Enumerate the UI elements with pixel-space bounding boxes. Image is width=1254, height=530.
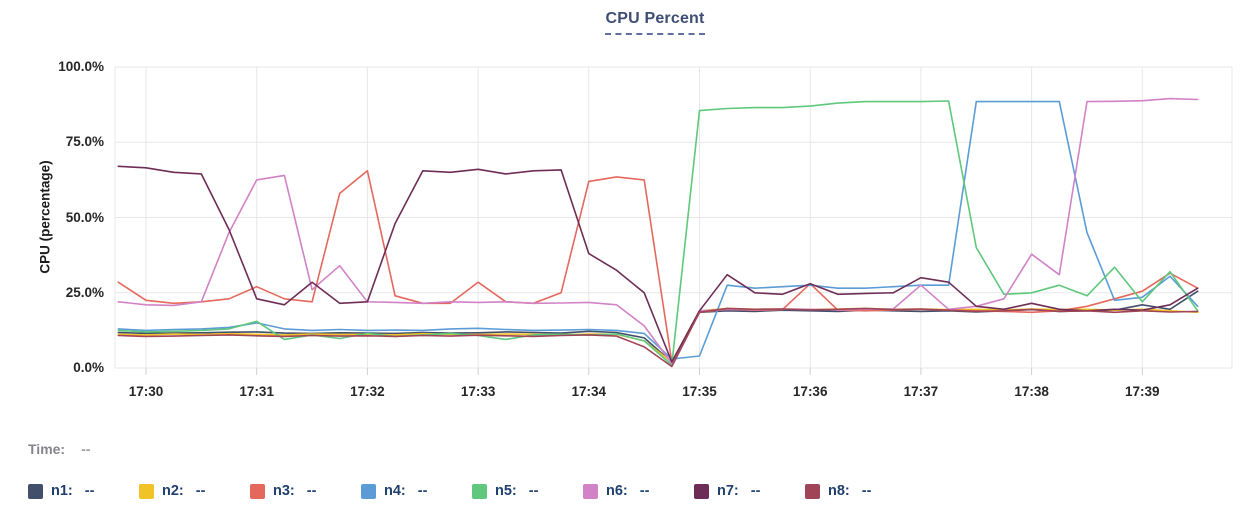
y-tick-label: 75.0% [65,134,104,150]
x-tick-label: 17:32 [350,384,385,399]
series-line-n4[interactable] [117,100,1199,360]
legend-value: -- [528,483,539,499]
legend-item-n1[interactable]: n1: -- [28,483,139,499]
legend-swatch [472,483,487,499]
legend-value: -- [417,483,428,499]
legend-label: n6: [606,483,628,499]
x-tick-label: 17:30 [128,384,164,399]
legend-swatch [694,483,709,499]
legend-value: -- [639,483,650,499]
x-tick-label: 17:36 [792,384,828,399]
x-tick-label: 17:34 [571,384,607,399]
legend-label: n4: [384,483,406,499]
x-tick-label: 17:33 [460,384,496,399]
x-tick-label: 17:35 [682,384,717,399]
x-tick-label: 17:38 [1014,384,1049,399]
legend-swatch [28,483,43,499]
x-tick-label: 17:37 [903,384,939,399]
legend-item-n2[interactable]: n2: -- [139,483,250,499]
y-tick-label: 100.0% [58,59,104,74]
legend-value: -- [861,483,872,499]
y-tick-label: 25.0% [65,284,104,300]
time-value: -- [81,441,91,457]
legend-item-n6[interactable]: n6: -- [583,483,694,499]
legend-value: -- [750,483,761,499]
legend-label: n7: [717,483,739,499]
series-line-n8[interactable] [117,307,1199,368]
legend-label: n1: [51,483,73,499]
x-tick-label: 17:39 [1125,384,1160,399]
legend-label: n8: [828,483,850,499]
legend-label: n3: [273,483,295,499]
series-line-n6[interactable] [117,97,1199,365]
series-line-n3[interactable] [117,170,1199,363]
chart-canvas [114,66,1233,375]
series-line-n7[interactable] [117,165,1199,363]
legend-item-n4[interactable]: n4: -- [361,483,472,499]
y-tick-label: 0.0% [73,360,104,375]
x-tick-label: 17:31 [239,384,274,399]
chart-header: CPU Percent [0,10,1254,35]
legend-item-n3[interactable]: n3: -- [250,483,361,499]
legend-label: n5: [495,483,517,499]
series-line-n5[interactable] [117,100,1199,366]
time-label: Time: [28,441,66,457]
legend: n1: -- n2: -- n3: -- n4: -- n5: -- n6: -- n7: -- n8: -- [28,483,916,499]
legend-item-n8[interactable]: n8: -- [805,483,916,499]
legend-swatch [250,483,265,499]
legend-swatch [805,483,820,499]
legend-value: -- [306,483,317,499]
legend-label: n2: [162,483,184,499]
legend-item-n5[interactable]: n5: -- [472,483,583,499]
legend-item-n7[interactable]: n7: -- [694,483,805,499]
y-tick-label: 50.0% [65,209,104,225]
legend-swatch [139,483,154,499]
chart-title[interactable]: CPU Percent [605,10,705,35]
time-readout: Time: -- [28,441,90,457]
legend-value: -- [84,483,95,499]
legend-swatch [361,483,376,499]
legend-swatch [583,483,598,499]
legend-value: -- [195,483,206,499]
